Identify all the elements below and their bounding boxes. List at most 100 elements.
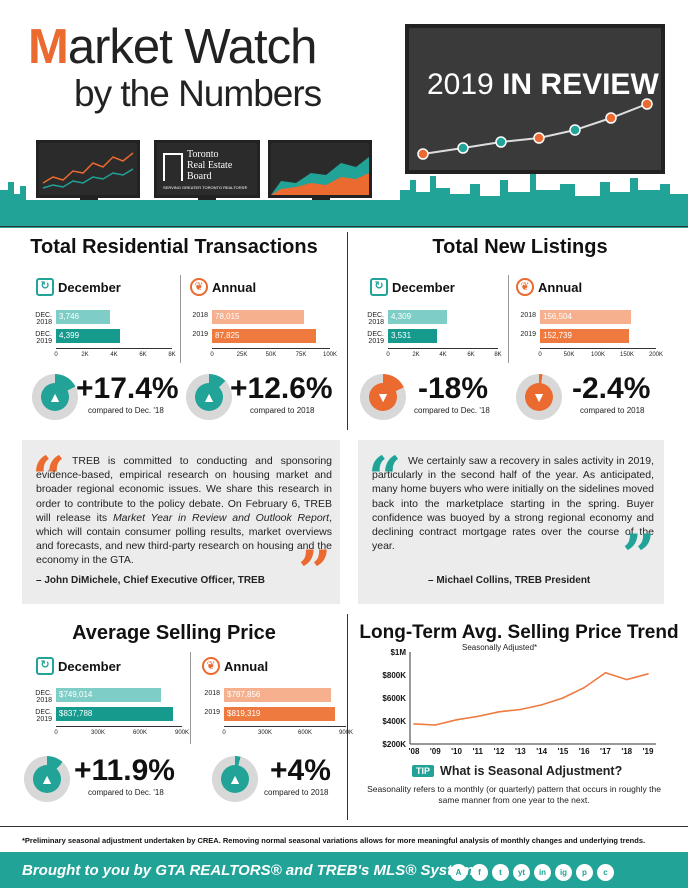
tx-ann-label: Annual — [212, 279, 257, 295]
social-in-icon[interactable]: in — [534, 864, 551, 881]
tx-inner-divider — [180, 275, 181, 363]
bar-axis-tick: 0 — [222, 730, 226, 736]
trend-point — [519, 708, 522, 711]
bar-axis-tick: 100K — [590, 352, 605, 358]
tx-dec-pct: +17.4% — [76, 372, 179, 405]
footer-band: Brought to you by GTA REALTORS® and TREB… — [0, 852, 688, 888]
title-first-letter: M — [28, 20, 69, 74]
bar-axis-tick: 600K — [297, 730, 312, 736]
trend-x-tick: '10 — [451, 747, 462, 756]
bar-axis-tick: 50K — [563, 352, 575, 358]
bar-axis-tick: 100K — [322, 352, 337, 358]
trend-y-tick: $1M — [390, 648, 406, 657]
bar-axis-tick: 6K — [467, 352, 475, 358]
bar-row-label: DEC. 2018 — [367, 312, 384, 326]
quote-box-2: “ We certainly saw a recovery in sales a… — [358, 440, 664, 604]
bar-axis-tick: 8K — [168, 352, 176, 358]
leaf-icon: ❦ — [202, 657, 220, 675]
trend-subtitle: Seasonally Adjusted* — [462, 643, 538, 652]
social-f-icon[interactable]: f — [471, 864, 488, 881]
bar-axis-line — [56, 726, 182, 727]
bar-axis-tick: 2K — [412, 352, 420, 358]
ls-dec-bar-chart: DEC. 2018 4,309 DEC. 2019 3,531 0 2K 4K 6K 8K — [364, 310, 502, 365]
social-p-icon[interactable]: p — [576, 864, 593, 881]
ls-dec-ring: ▼ — [360, 374, 406, 420]
bar-axis-tick: 0 — [386, 352, 390, 358]
tx-dec-header: ↻ December — [36, 278, 121, 296]
trend-x-tick: '09 — [430, 747, 441, 756]
treb-name-2: Real Estate — [187, 160, 233, 171]
bar: 156,504 — [540, 310, 631, 324]
arrow-up-icon: ▲ — [195, 383, 223, 411]
arrow-up-icon: ▲ — [41, 383, 69, 411]
pr-ann-header: ❦ Annual — [202, 657, 268, 675]
trend-x-tick: '16 — [579, 747, 590, 756]
bar-row-label: 2018 — [204, 690, 220, 697]
bar: 3,746 — [56, 310, 110, 324]
bar-axis-tick: 50K — [265, 352, 277, 358]
bar-axis-line — [388, 348, 498, 349]
bar: 152,739 — [540, 329, 629, 343]
bar-axis-tick: 300K — [90, 730, 105, 736]
trend-point — [455, 719, 458, 721]
pr-ann-bar-chart: 2018 $787,856 2019 $819,319 0 300K 600K 900K — [200, 688, 353, 743]
trend-y-tick: $800K — [382, 671, 406, 680]
trend-point — [604, 671, 607, 674]
ls-ann-ring: ▼ — [516, 374, 562, 420]
social-A-icon[interactable]: A — [450, 864, 467, 881]
bar-axis-line — [540, 348, 656, 349]
bar-axis-tick: 6K — [139, 352, 147, 358]
trend-y-tick: $400K — [382, 717, 406, 726]
tx-dec-ring: ▲ — [32, 374, 78, 420]
bar-axis-tick: 600K — [132, 730, 147, 736]
trend-point — [413, 723, 415, 725]
bar: 78,015 — [212, 310, 304, 324]
calendar-icon: ↻ — [36, 657, 54, 675]
trend-series-line — [413, 671, 649, 726]
arrow-up-icon: ▲ — [33, 765, 61, 793]
bar: $749,014 — [56, 688, 161, 702]
arrow-up-icon: ▲ — [221, 765, 249, 793]
trend-point — [477, 715, 479, 718]
divider-vertical-1 — [347, 232, 348, 430]
bar-axis-tick: 0 — [54, 730, 58, 736]
bar: $837,788 — [56, 707, 173, 721]
tip-title: What is Seasonal Adjustment? — [440, 764, 623, 778]
social-t-icon[interactable]: t — [492, 864, 509, 881]
pr-ann-ring: ▲ — [212, 756, 258, 802]
bar-row-label: 2018 — [520, 312, 536, 319]
bar-row-label: 2019 — [520, 331, 536, 338]
social-yt-icon[interactable]: yt — [513, 864, 530, 881]
quote-1-author: – John DiMichele, Chief Executive Office… — [36, 575, 265, 586]
pr-dec-bar-chart: DEC. 2018 $749,014 DEC. 2019 $837,788 0 300K 600… — [32, 688, 189, 743]
bar-axis-tick: 75K — [295, 352, 307, 358]
transactions-title: Total Residential Transactions — [30, 236, 318, 258]
trend-point — [583, 686, 585, 689]
treb-name-1: Toronto — [187, 149, 219, 160]
monitor-1 — [36, 140, 140, 198]
pr-dec-ring: ▲ — [24, 756, 70, 802]
quote-close-icon: ” — [622, 522, 656, 590]
social-c-icon[interactable]: c — [597, 864, 614, 881]
bar-axis-tick: 300K — [257, 730, 272, 736]
bar-axis-tick: 0 — [538, 352, 542, 358]
footer-text: Brought to you by GTA REALTORS® and TREB… — [22, 862, 474, 879]
page-title: Market Watch by the Numbers — [28, 20, 322, 116]
candlestick-graphic — [39, 143, 137, 195]
ls-ann-pct: -2.4% — [572, 372, 651, 405]
pr-inner-divider — [190, 652, 191, 744]
quote-2-text: We certainly saw a recovery in sales act… — [372, 455, 654, 553]
pr-dec-header: ↻ December — [36, 657, 121, 675]
quote-1-text-b: , which will contain consumer polling re… — [36, 511, 332, 567]
pr-ann-compare: compared to 2018 — [264, 788, 329, 797]
ls-ann-label: Annual — [538, 279, 583, 295]
review-year: 2019 — [427, 68, 503, 101]
bar-row-label: 2018 — [192, 312, 208, 319]
review-label: IN REVIEW — [502, 68, 659, 101]
trend-x-tick: '11 — [473, 747, 484, 756]
social-ig-icon[interactable]: ig — [555, 864, 572, 881]
ls-ann-bar-chart: 2018 156,504 2019 152,739 0 50K 100K 150K 200K — [516, 310, 663, 365]
bar-axis-line — [212, 348, 330, 349]
treb-logo-icon — [163, 153, 183, 181]
